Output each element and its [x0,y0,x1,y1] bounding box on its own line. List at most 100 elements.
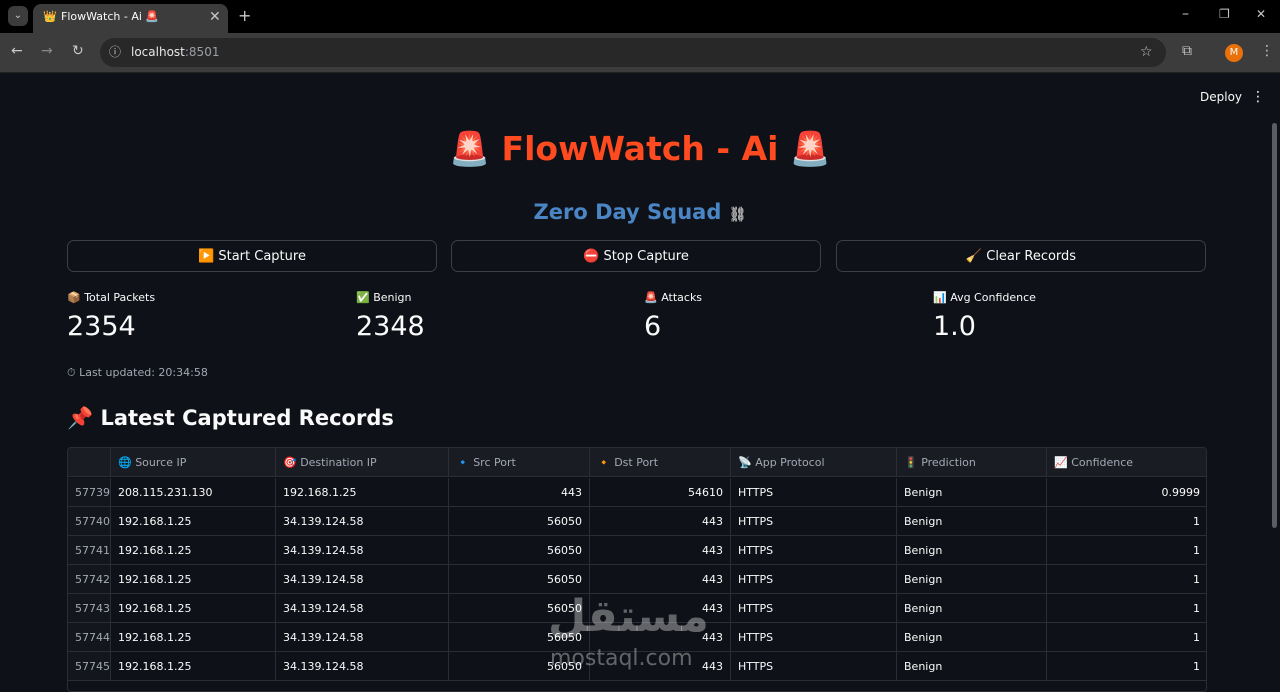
table-cell: 1 [1047,652,1206,681]
table-cell: HTTPS [731,507,897,536]
row-index: 57742 [68,565,111,594]
metric-value: 6 [644,311,662,342]
app: Deploy ⋮ 🚨 FlowWatch - Ai 🚨 Zero Day Squ… [0,73,1280,692]
table-cell: Benign [897,507,1047,536]
column-header[interactable]: 📡 App Protocol [731,448,897,477]
row-index: 57740 [68,507,111,536]
table-cell: 443 [590,565,731,594]
back[interactable]: ← [11,43,23,59]
table-cell: Benign [897,623,1047,652]
deploy-button[interactable]: Deploy [1200,90,1243,104]
anchor-link[interactable]: ⛓ [728,207,747,223]
metric-label: 📊 Avg Confidence [933,291,1036,304]
header-corner [68,448,111,477]
last-updated: ⏱ Last updated: 20:34:58 [67,366,208,379]
metric-value: 2354 [67,311,136,342]
table-cell: 56050 [449,594,590,623]
bookmark[interactable]: ☆ [1140,44,1153,60]
reload[interactable]: ↻ [72,43,84,59]
metric-label: 📦 Total Packets [67,291,156,304]
watermark-arabic: مستقل [548,591,709,642]
url: localhost:8501 [131,38,219,67]
subtitle: Zero Day Squad ⛓ [0,200,1280,224]
row-index: 57739 [68,478,111,507]
table-cell: 443 [590,536,731,565]
table-cell: 192.168.1.25 [111,565,276,594]
app-title: 🚨 FlowWatch - Ai 🚨 [448,129,831,168]
forward[interactable]: → [41,43,53,59]
tab-title: FlowWatch - Ai 🚨 [61,10,160,23]
scrollbar[interactable] [1272,123,1277,528]
table-cell: HTTPS [731,565,897,594]
column-header[interactable]: 🔸 Dst Port [590,448,731,477]
row-index: 57743 [68,594,111,623]
tab-search[interactable]: ⌄ [8,6,28,26]
table-cell: 443 [590,652,731,681]
metric-label: 🚨 Attacks [644,291,703,304]
column-header[interactable]: 🚦 Prediction [897,448,1047,477]
table-cell: 54610 [590,478,731,507]
table-cell: 0.9999 [1047,478,1206,507]
table-cell: 56050 [449,652,590,681]
table-cell: 443 [590,623,731,652]
table-cell: 56050 [449,565,590,594]
table-cell: Benign [897,652,1047,681]
table-cell: HTTPS [731,623,897,652]
address-bar[interactable]: ⓘ localhost:8501 ☆ [100,38,1166,67]
column-header[interactable]: 📈 Confidence [1047,448,1206,477]
close-window[interactable]: ✕ [1256,7,1267,21]
minimize[interactable]: – [1182,6,1189,22]
table-cell: Benign [897,478,1047,507]
row-index: 57741 [68,536,111,565]
table-cell: 192.168.1.25 [111,594,276,623]
table-cell: 443 [590,594,731,623]
toolbar: ← → ↻ ⓘ localhost:8501 ☆ ⧉ M ⋮ [0,33,1280,73]
subtitle-text: Zero Day Squad [533,200,722,224]
metric-value: 1.0 [933,311,976,342]
watermark-latin: mostaql.com [550,646,693,671]
url-host: localhost [131,45,185,59]
table-cell: 34.139.124.58 [276,623,449,652]
app-menu[interactable]: ⋮ [1251,89,1265,105]
row-index: 57745 [68,652,111,681]
column-header[interactable]: 🌐 Source IP [111,448,276,477]
column-header[interactable]: 🎯 Destination IP [276,448,449,477]
table-cell: 56050 [449,623,590,652]
table-cell: 192.168.1.25 [276,478,449,507]
table-cell: HTTPS [731,652,897,681]
tab-close[interactable]: ✕ [209,9,221,25]
row-index: 57744 [68,623,111,652]
table-cell: 443 [449,478,590,507]
table-cell: 192.168.1.25 [111,623,276,652]
tab-strip: ⌄ 👑 FlowWatch - Ai 🚨 ✕ + – ❐ ✕ [0,0,1280,33]
table-cell: 192.168.1.25 [111,536,276,565]
table-cell: 192.168.1.25 [111,652,276,681]
browser-menu[interactable]: ⋮ [1260,43,1274,59]
new-tab[interactable]: + [238,6,252,25]
maximize[interactable]: ❐ [1219,7,1230,21]
action-button[interactable]: ▶️ Start Capture [67,240,437,272]
table-cell: 56050 [449,507,590,536]
profile[interactable]: M [1225,44,1243,62]
action-button[interactable]: ⛔ Stop Capture [451,240,821,272]
active-tab[interactable]: 👑 FlowWatch - Ai 🚨 ✕ [33,4,228,33]
table-cell: 1 [1047,565,1206,594]
action-button[interactable]: 🧹 Clear Records [836,240,1206,272]
table-cell: 192.168.1.25 [111,507,276,536]
table-cell: 34.139.124.58 [276,565,449,594]
table-cell: 1 [1047,536,1206,565]
table-cell: 34.139.124.58 [276,536,449,565]
column-header[interactable]: 🔹 Src Port [449,448,590,477]
tab-favicon: 👑 [43,10,57,23]
records-table[interactable]: 🌐 Source IP 🎯 Destination IP 🔹 Src Port 🔸 D… [67,447,1207,692]
site-info[interactable]: ⓘ [109,45,122,59]
table-cell: 34.139.124.58 [276,507,449,536]
table-cell: Benign [897,594,1047,623]
table-cell: 443 [590,507,731,536]
table-cell: HTTPS [731,594,897,623]
metric-label: ✅ Benign [356,291,412,304]
table-cell: 34.139.124.58 [276,652,449,681]
table-cell: HTTPS [731,478,897,507]
extensions[interactable]: ⧉ [1182,43,1192,59]
